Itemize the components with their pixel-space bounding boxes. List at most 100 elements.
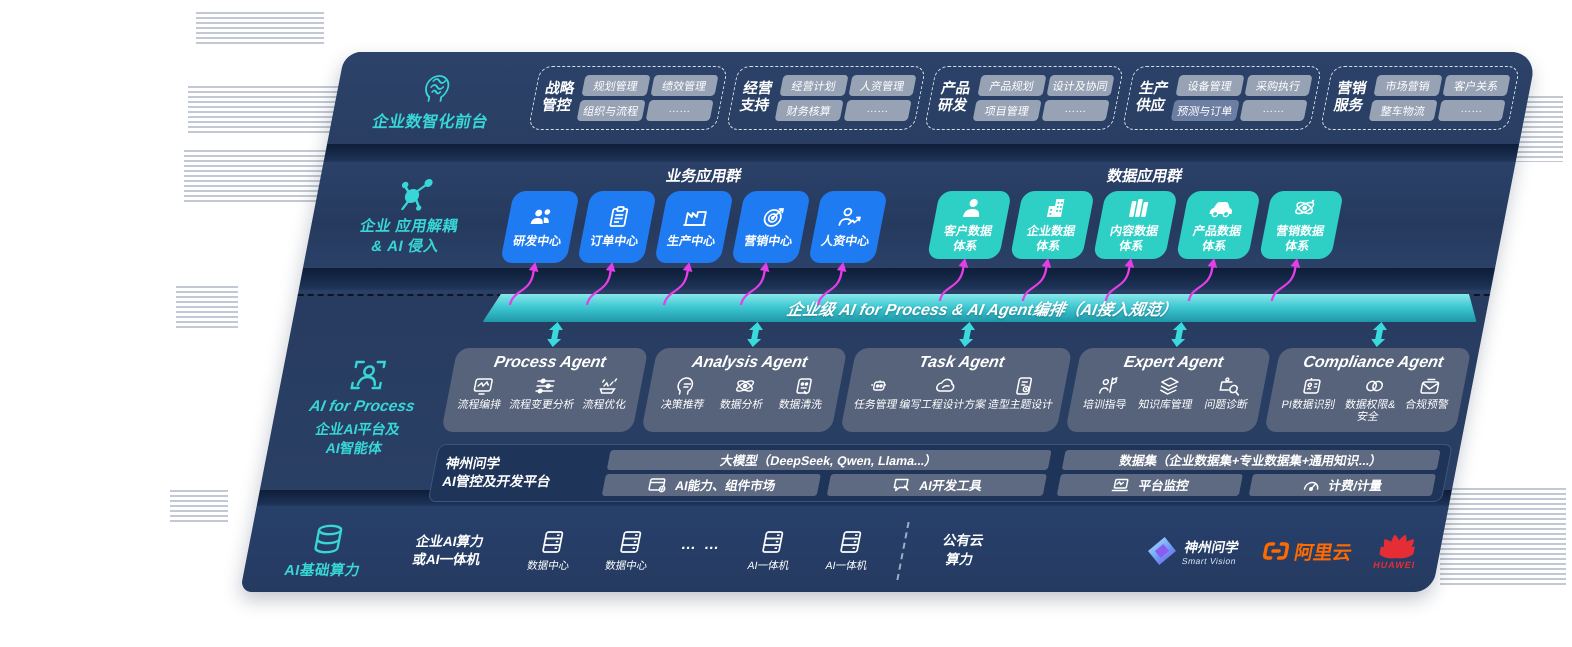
chip: 设计及协同 (1045, 75, 1115, 96)
agent-title: Process Agent (492, 354, 608, 371)
center-label: 营销中心 (742, 234, 794, 249)
magenta-arrow (1100, 255, 1141, 303)
agent-item: 流程编排 (456, 399, 502, 411)
mail-alert-icon (1418, 376, 1444, 396)
layer-infrastructure: AI基础算力 企业AI算力 或AI一体机 数据中心 数据中心 … … AI一体机… (240, 506, 1449, 592)
group-product: 产品 研发 产品规划 设计及协同 项目管理 …… (923, 66, 1125, 130)
data-label: 企业数据 体系 (1025, 224, 1077, 253)
layer-digital-frontend: 企业数智化前台 战略 管控 规划管理 绩效管理 组织与流程 …… 经营 支持 经… (327, 52, 1537, 144)
data-header: 数据应用群 (1105, 168, 1184, 185)
data-enterprise: 企业数据 体系 (1009, 191, 1095, 302)
layer-ai-platform: 企业级 AI for Process & AI Agent编排（AI接入规范） … (259, 294, 1490, 502)
magenta-arrow (1183, 255, 1224, 303)
chip: 整车物流 (1368, 100, 1438, 121)
person-icon (959, 197, 987, 219)
alicloud-bracket-icon (1260, 541, 1292, 561)
server-icon (615, 529, 646, 555)
chip: …… (843, 100, 912, 121)
layer-edge (323, 144, 1520, 162)
person-chart-icon (835, 205, 866, 229)
chip: …… (1041, 100, 1110, 121)
agent-item: 决策推荐 (659, 399, 706, 411)
data-label: 营销数据 体系 (1274, 224, 1326, 253)
molecule-icon (392, 174, 440, 214)
teal-double-arrow (955, 321, 978, 348)
decoupling-label: 企业 应用解耦 & AI 侵入 (358, 218, 460, 255)
teal-double-arrow (544, 321, 567, 348)
chip: 客户关系 (1441, 75, 1511, 96)
chip: …… (1437, 100, 1506, 121)
head-chat-icon (673, 376, 699, 396)
ai-platform-label-block: AI for Process 企业AI平台及 AI智能体 (272, 356, 452, 458)
group-name: 经营 支持 (738, 81, 774, 114)
sliders-icon (532, 376, 558, 396)
expert-agent-panel: Expert Agent 培训指导 知识库管理 问题诊断 (1064, 322, 1272, 432)
billing-chip: 计费/计量 (1249, 473, 1437, 496)
atom-icon (1291, 197, 1319, 219)
huawei-name: HUAWEI (1372, 559, 1417, 570)
layer-edge (298, 268, 1496, 290)
datacenter-node: 数据中心 (518, 529, 585, 573)
brain-head-icon (415, 68, 460, 106)
magenta-arrow (505, 259, 546, 307)
capability-chip: AI能力、组件市场 (601, 473, 822, 496)
center-hr: 人资中心 (807, 191, 888, 306)
server-icon (835, 529, 866, 555)
group-operation: 经营 支持 经营计划 人资管理 财务核算 …… (725, 66, 927, 130)
chip: 经营计划 (779, 75, 849, 96)
agent-item: 数据分析 (718, 399, 765, 411)
glitch-stripes (176, 286, 238, 330)
ai-orchestration-banner: 企业级 AI for Process & AI Agent编排（AI接入规范） (483, 294, 1482, 322)
agent-title: Expert Agent (1122, 354, 1225, 371)
chip: …… (645, 100, 714, 121)
center-rd: 研发中心 (499, 191, 580, 306)
chip: 财务核算 (774, 100, 844, 121)
layers-icon (1156, 376, 1182, 396)
magenta-arrow (813, 259, 854, 307)
agent-title: Compliance Agent (1301, 354, 1445, 371)
mentor-icon (1095, 376, 1121, 396)
platform-bar: 神州问学 AI管控及开发平台 大模型（DeepSeek, Qwen, Llama… (427, 443, 1453, 502)
compliance-agent-panel: Compliance Agent PI数据识别 数据权限& 安全 合规预警 (1264, 322, 1472, 432)
clipboard-icon (605, 205, 634, 229)
frontend-label-block: 企业数智化前台 (329, 64, 540, 132)
glitch-stripes (170, 490, 228, 524)
data-label: 客户数据 体系 (942, 224, 994, 253)
smart-vision-sub: Smart Vision (1181, 556, 1238, 566)
group-name: 生产 供应 (1134, 81, 1170, 114)
business-app-group: 业务应用群 研发中心 (499, 162, 894, 306)
chip: 市场营销 (1373, 75, 1443, 96)
node-label: 数据中心 (603, 560, 649, 572)
vendor-logos: 神州问学 Smart Vision 阿里云 (1143, 533, 1427, 570)
monitor-label: 平台监控 (1137, 479, 1190, 494)
chip: 产品规划 (977, 75, 1047, 96)
conveyor-icon (595, 376, 621, 396)
group-name: 产品 研发 (936, 81, 972, 114)
center-marketing: 营销中心 (730, 191, 811, 306)
chip: 项目管理 (972, 100, 1042, 121)
process-agent-panel: Process Agent 流程编排 流程变更分析 流程优化 (441, 322, 649, 432)
data-app-group: 数据应用群 客户数据 体系 (925, 162, 1350, 302)
alicloud-name: 阿里云 (1292, 542, 1354, 564)
alicloud-logo: 阿里云 (1259, 538, 1354, 565)
analysis-agent-panel: Analysis Agent 决策推荐 数据分析 数据清洗 (640, 322, 848, 432)
center-production: 生产中心 (653, 191, 734, 306)
monitor-pulse-icon (1109, 477, 1132, 493)
rings-icon (1361, 376, 1387, 396)
glitch-stripes (188, 86, 340, 136)
person-frame-icon (345, 356, 392, 394)
center-label: 人资中心 (819, 234, 871, 249)
layer-app-decoupling: 企业 应用解耦 & AI 侵入 业务应用群 研发中心 (303, 162, 1516, 306)
teal-double-arrow (1167, 321, 1190, 348)
agent-item: 知识库管理 (1137, 399, 1194, 411)
cloud-design-icon (932, 376, 960, 396)
agent-item: PI数据识别 (1280, 399, 1337, 411)
datasets-bar: 数据集（企业数据集+专业数据集+通用知识...） (1061, 449, 1441, 470)
agent-item: 培训指导 (1081, 399, 1128, 411)
glitch-stripes (184, 150, 332, 205)
glitch-stripes (196, 12, 324, 46)
frontend-label: 企业数智化前台 (370, 114, 490, 131)
agents-row: Process Agent 流程编排 流程变更分析 流程优化 Analysis … (441, 322, 1472, 432)
group-strategy: 战略 管控 规划管理 绩效管理 组织与流程 …… (527, 66, 729, 130)
